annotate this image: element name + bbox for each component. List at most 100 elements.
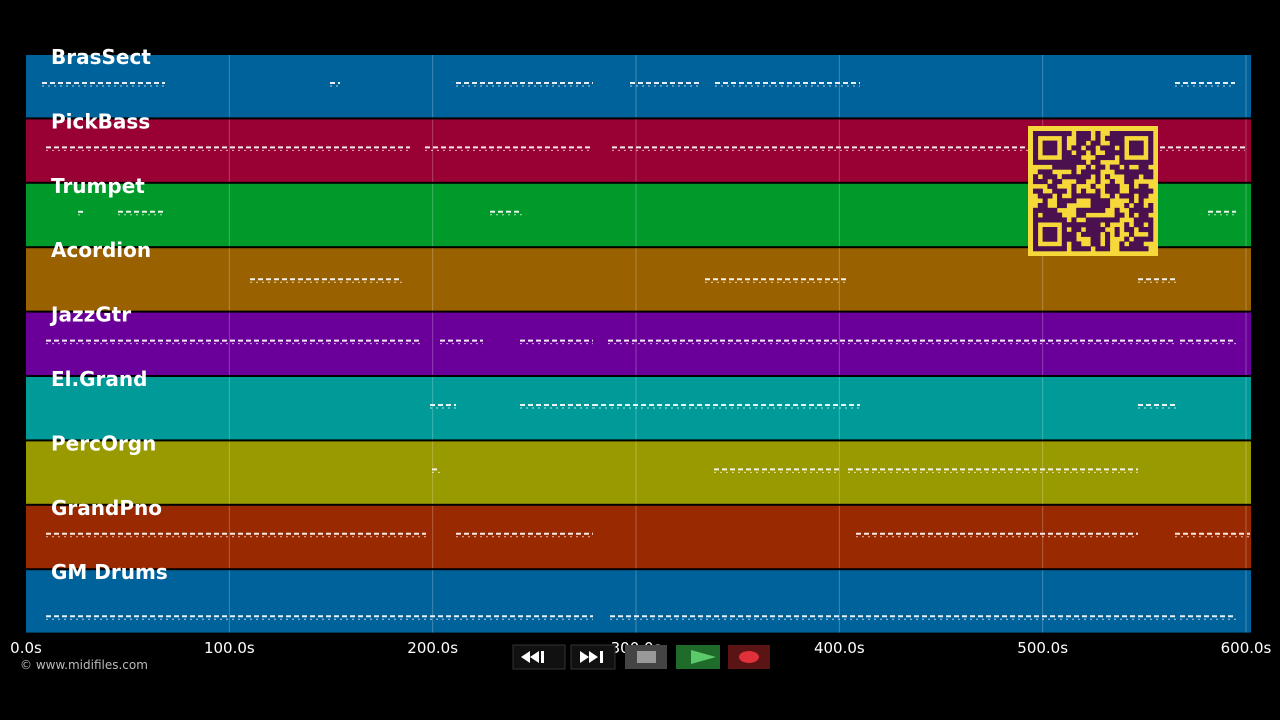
track-lane (26, 570, 1251, 633)
qr-module (1095, 193, 1101, 199)
time-tick-label: 500.0s (1017, 639, 1068, 657)
qr-module (1071, 222, 1077, 228)
qr-module (1129, 193, 1135, 199)
qr-module (1095, 159, 1101, 165)
qr-module (1057, 159, 1063, 165)
qr-module (1133, 241, 1139, 247)
qr-module (1119, 241, 1125, 247)
qr-module (1124, 193, 1130, 199)
qr-module (1085, 174, 1091, 180)
qr-module (1148, 203, 1154, 209)
time-tick-label: 600.0s (1221, 639, 1272, 657)
qr-module (1037, 159, 1043, 165)
qr-module (1133, 140, 1139, 146)
qr-module (1148, 140, 1154, 146)
qr-module (1148, 145, 1154, 151)
qr-module (1129, 227, 1135, 233)
qr-module (1138, 222, 1144, 228)
qr-module (1081, 207, 1087, 213)
qr-module (1052, 227, 1058, 233)
qr-module (1109, 164, 1115, 170)
qr-module (1037, 203, 1043, 209)
qr-module (1109, 135, 1115, 141)
qr-module (1061, 188, 1067, 194)
qr-module (1033, 150, 1039, 156)
qr-module (1124, 169, 1130, 175)
qr-module (1061, 222, 1067, 228)
qr-module (1061, 198, 1067, 204)
qr-module (1138, 183, 1144, 189)
qr-module (1071, 198, 1077, 204)
qr-module (1114, 212, 1120, 218)
qr-module (1037, 217, 1043, 223)
qr-module (1133, 222, 1139, 228)
qr-module (1042, 169, 1048, 175)
track-name: PercOrgn (51, 431, 156, 455)
qr-module (1119, 131, 1125, 137)
qr-module (1071, 155, 1077, 161)
qr-module (1148, 227, 1154, 233)
qr-module (1105, 198, 1111, 204)
qr-module (1052, 212, 1058, 218)
track-name: GM Drums (51, 560, 168, 584)
qr-module (1052, 236, 1058, 242)
qr-module (1090, 169, 1096, 175)
qr-module (1042, 236, 1048, 242)
qr-module (1129, 183, 1135, 189)
qr-module (1148, 135, 1154, 141)
qr-module (1057, 246, 1063, 252)
qr-module (1129, 241, 1135, 247)
qr-module (1052, 217, 1058, 223)
qr-module (1109, 217, 1115, 223)
qr-module (1090, 227, 1096, 233)
time-tick-label: 400.0s (814, 639, 865, 657)
qr-module (1042, 231, 1048, 237)
qr-module (1061, 246, 1067, 252)
qr-module (1085, 246, 1091, 252)
qr-module (1124, 203, 1130, 209)
qr-module (1143, 183, 1149, 189)
qr-module (1095, 188, 1101, 194)
qr-module (1090, 140, 1096, 146)
qr-module (1047, 150, 1053, 156)
qr-module (1105, 217, 1111, 223)
qr-module (1047, 236, 1053, 242)
stop-icon (637, 651, 656, 663)
qr-module (1061, 203, 1067, 209)
qr-module (1119, 145, 1125, 151)
qr-module (1076, 241, 1082, 247)
qr-module (1057, 179, 1063, 185)
qr-module (1148, 236, 1154, 242)
qr-module (1071, 231, 1077, 237)
qr-module (1124, 222, 1130, 228)
qr-module (1042, 193, 1048, 199)
qr-module (1057, 217, 1063, 223)
qr-module (1129, 188, 1135, 194)
qr-module (1148, 155, 1154, 161)
qr-module (1061, 131, 1067, 137)
track-name: BrasSect (51, 45, 151, 69)
qr-module (1042, 246, 1048, 252)
forward-icon (580, 651, 603, 663)
qr-module (1061, 159, 1067, 165)
qr-module (1076, 227, 1082, 233)
qr-module (1133, 131, 1139, 137)
qr-module (1076, 222, 1082, 228)
qr-module (1037, 207, 1043, 213)
qr-module (1033, 155, 1039, 161)
qr-module (1047, 131, 1053, 137)
qr-module (1143, 193, 1149, 199)
qr-module (1042, 174, 1048, 180)
qr-module (1071, 236, 1077, 242)
qr-module (1061, 164, 1067, 170)
qr-module (1085, 135, 1091, 141)
qr-module (1119, 140, 1125, 146)
qr-module (1047, 159, 1053, 165)
qr-module (1033, 236, 1039, 242)
qr-module (1042, 150, 1048, 156)
qr-module (1095, 241, 1101, 247)
qr-module (1052, 131, 1058, 137)
qr-module (1037, 131, 1043, 137)
qr-module (1095, 198, 1101, 204)
